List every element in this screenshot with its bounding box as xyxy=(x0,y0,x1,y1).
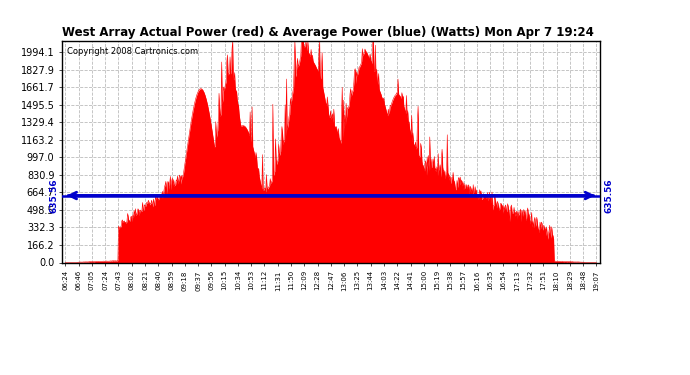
Text: 635.56: 635.56 xyxy=(49,178,58,213)
Text: Copyright 2008 Cartronics.com: Copyright 2008 Cartronics.com xyxy=(68,47,199,56)
Text: West Array Actual Power (red) & Average Power (blue) (Watts) Mon Apr 7 19:24: West Array Actual Power (red) & Average … xyxy=(62,26,594,39)
Text: 635.56: 635.56 xyxy=(604,178,613,213)
